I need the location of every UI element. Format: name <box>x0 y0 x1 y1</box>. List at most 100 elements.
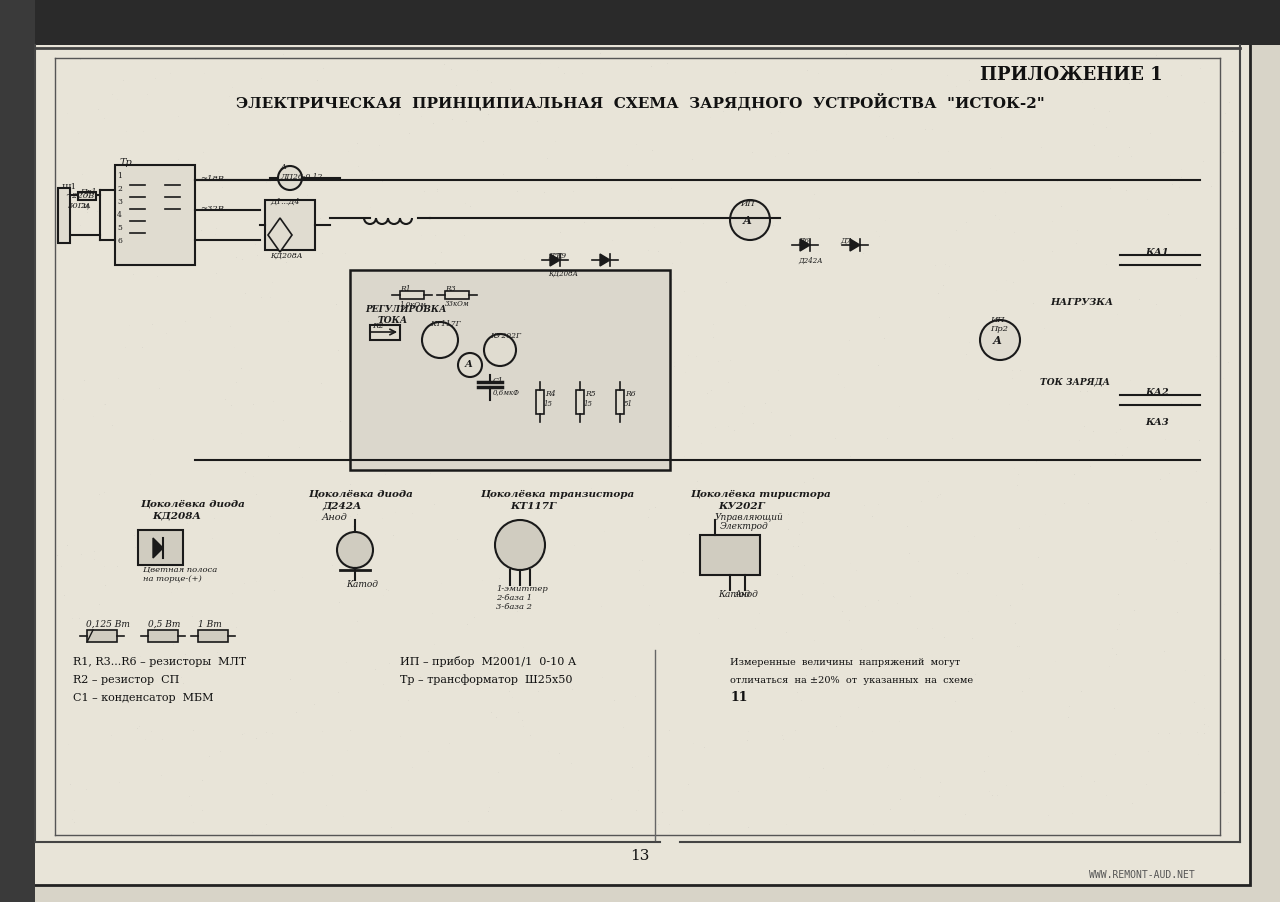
Text: ПРИЛОЖЕНИЕ 1: ПРИЛОЖЕНИЕ 1 <box>980 66 1162 84</box>
Bar <box>399 291 424 299</box>
Text: R3: R3 <box>445 285 456 293</box>
Text: C1: C1 <box>493 377 504 385</box>
Text: R2 – резистор  СП: R2 – резистор СП <box>73 675 179 685</box>
Text: 33кОм: 33кОм <box>445 300 470 308</box>
Bar <box>87 630 116 642</box>
Text: 1,0кОм: 1,0кОм <box>399 300 426 308</box>
Text: Цоколёвка транзистора: Цоколёвка транзистора <box>480 490 635 499</box>
Circle shape <box>337 532 372 568</box>
Bar <box>115 165 195 265</box>
Text: Цоколёвка диода: Цоколёвка диода <box>308 490 413 499</box>
Bar <box>700 535 760 575</box>
Text: КД208А: КД208А <box>152 512 201 521</box>
Text: ЭЛЕКТРИЧЕСКАЯ  ПРИНЦИПИАЛЬНАЯ  СХЕМА  ЗАРЯДНОГО  УСТРОЙСТВА  "ИСТОК-2": ЭЛЕКТРИЧЕСКАЯ ПРИНЦИПИАЛЬНАЯ СХЕМА ЗАРЯД… <box>236 94 1044 111</box>
Polygon shape <box>268 218 292 252</box>
Circle shape <box>495 520 545 570</box>
Text: КУ202Г: КУ202Г <box>718 502 764 511</box>
Text: ИП – прибор  М2001/1  0-10 А: ИП – прибор М2001/1 0-10 А <box>399 656 576 667</box>
Text: А: А <box>465 360 474 369</box>
Text: R1, R3...R6 – резисторы  МЛТ: R1, R3...R6 – резисторы МЛТ <box>73 657 246 667</box>
Text: КД208А: КД208А <box>270 252 302 260</box>
Text: ИП: ИП <box>989 316 1005 324</box>
Circle shape <box>484 334 516 366</box>
Text: 0,5 Вт: 0,5 Вт <box>148 620 180 629</box>
Text: 51: 51 <box>625 400 634 408</box>
Text: 1 Вт: 1 Вт <box>198 620 221 629</box>
Bar <box>148 630 178 642</box>
Text: КТ117Г: КТ117Г <box>430 320 461 328</box>
Text: Ш1: Ш1 <box>61 183 77 191</box>
Text: Анод: Анод <box>735 590 759 599</box>
Text: ТОКА: ТОКА <box>378 316 408 325</box>
Text: КА3: КА3 <box>1146 418 1169 427</box>
Text: 1-эмиттер: 1-эмиттер <box>497 585 548 593</box>
Text: Катод: Катод <box>346 580 378 589</box>
Text: А: А <box>742 215 753 226</box>
Text: А
ЛП26-0,12: А ЛП26-0,12 <box>280 163 323 180</box>
Text: 0,6мкФ: 0,6мкФ <box>493 388 520 396</box>
Text: 2: 2 <box>116 185 122 193</box>
Bar <box>536 390 544 414</box>
Text: Цоколёвка тиристора: Цоколёвка тиристора <box>690 490 831 499</box>
Text: КД208А: КД208А <box>548 270 577 278</box>
Text: Катод: Катод <box>718 590 750 599</box>
Text: Анод: Анод <box>323 513 348 522</box>
Circle shape <box>980 320 1020 360</box>
Text: Пр2: Пр2 <box>989 325 1009 333</box>
Text: ~32В: ~32В <box>200 205 224 213</box>
Text: ТОК ЗАРЯДА: ТОК ЗАРЯДА <box>1039 378 1110 387</box>
Text: Д1...Д4: Д1...Д4 <box>270 198 300 206</box>
Text: на торце-(+): на торце-(+) <box>143 575 202 583</box>
Text: 13: 13 <box>630 849 650 863</box>
Text: Электрод: Электрод <box>719 522 769 531</box>
Text: 2А: 2А <box>79 202 91 210</box>
Bar <box>370 325 399 340</box>
Text: WWW.REMONT-AUD.NET: WWW.REMONT-AUD.NET <box>1089 870 1196 880</box>
Bar <box>78 192 96 200</box>
Text: Пр1: Пр1 <box>79 188 96 196</box>
Bar <box>265 200 315 250</box>
Text: Д9: Д9 <box>556 252 566 260</box>
Text: R1: R1 <box>399 285 411 293</box>
Text: ~220В: ~220В <box>65 192 95 200</box>
Circle shape <box>422 322 458 358</box>
Bar <box>349 270 669 470</box>
Polygon shape <box>550 254 561 266</box>
Text: 5: 5 <box>116 224 122 232</box>
Text: отличаться  на ±20%  от  указанных  на  схеме: отличаться на ±20% от указанных на схеме <box>730 676 973 685</box>
Text: 50Гц: 50Гц <box>68 202 90 210</box>
Text: КУ202Г: КУ202Г <box>490 332 521 340</box>
Text: 1: 1 <box>116 172 122 180</box>
Bar <box>138 530 183 565</box>
Text: 11: 11 <box>730 691 748 704</box>
Text: 0,125 Вт: 0,125 Вт <box>86 620 129 629</box>
Text: ~18В: ~18В <box>200 175 224 183</box>
Text: Тр: Тр <box>120 158 133 167</box>
Text: 6: 6 <box>116 237 122 245</box>
Bar <box>445 291 468 299</box>
Text: R6: R6 <box>625 390 636 398</box>
Polygon shape <box>154 538 163 558</box>
Text: РЕГУЛИРОВКА: РЕГУЛИРОВКА <box>365 305 447 314</box>
Text: Д5: Д5 <box>548 252 559 260</box>
Circle shape <box>730 200 771 240</box>
Bar <box>58 188 70 243</box>
Text: Цоколёвка диода: Цоколёвка диода <box>140 500 244 509</box>
Text: Тр – трансформатор  Ш25x50: Тр – трансформатор Ш25x50 <box>399 674 572 685</box>
Text: 15: 15 <box>544 400 553 408</box>
Text: R2: R2 <box>372 322 384 330</box>
Circle shape <box>458 353 483 377</box>
Text: 2-база 1: 2-база 1 <box>497 594 532 602</box>
Bar <box>616 390 625 414</box>
Text: Д242А: Д242А <box>323 502 361 511</box>
Text: 3: 3 <box>116 198 122 206</box>
Text: Цветная полоса: Цветная полоса <box>143 566 218 574</box>
Polygon shape <box>600 254 611 266</box>
Text: 15: 15 <box>584 400 593 408</box>
Text: Д7: Д7 <box>840 237 851 245</box>
Circle shape <box>278 166 302 190</box>
Bar <box>576 390 584 414</box>
Text: R5: R5 <box>585 390 595 398</box>
Polygon shape <box>850 239 860 251</box>
Text: Д242А: Д242А <box>797 257 823 265</box>
